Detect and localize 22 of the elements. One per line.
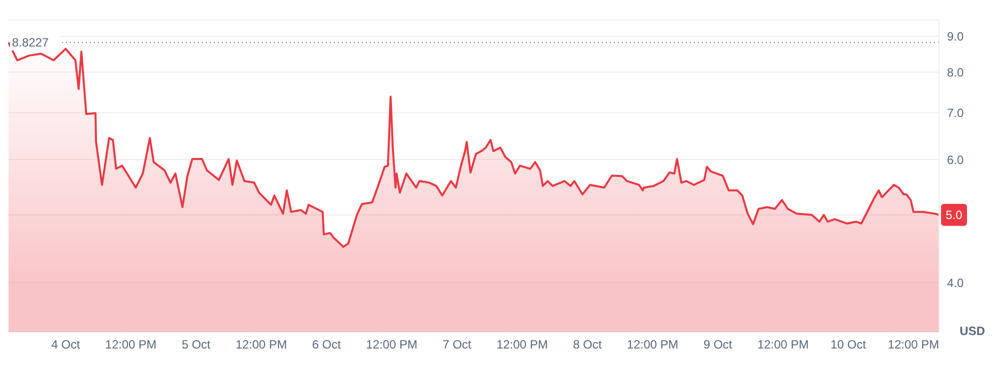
x-tick-label: 4 Oct <box>51 338 81 352</box>
x-tick-label: 12:00 PM <box>757 338 809 352</box>
x-tick-label: 12:00 PM <box>366 338 418 352</box>
x-tick-label: 12:00 PM <box>496 338 548 352</box>
x-tick-label: 8 Oct <box>573 338 602 352</box>
x-tick-label: 9 Oct <box>703 338 733 352</box>
ref-line-label: 8.8227 <box>12 35 50 50</box>
y-tick-label: 4.0 <box>947 276 964 290</box>
x-tick-label: 5 Oct <box>182 338 212 352</box>
x-tick-label: 10 Oct <box>830 338 867 352</box>
y-axis-title: USD <box>960 324 985 338</box>
y-tick-label: 7.0 <box>947 106 964 120</box>
y-tick-label: 8.0 <box>947 65 964 80</box>
y-tick-label: 9.0 <box>947 30 964 44</box>
y-tick-label: 6.0 <box>947 152 964 167</box>
x-tick-label: 12:00 PM <box>888 338 940 352</box>
annotation: 5.0 <box>946 208 963 222</box>
x-tick-label: 12:00 PM <box>626 338 678 352</box>
x-tick-label: 7 Oct <box>442 338 472 352</box>
x-tick-label: 12:00 PM <box>236 338 287 352</box>
x-tick-label: 6 Oct <box>312 338 342 352</box>
x-tick-label: 12:00 PM <box>105 338 157 352</box>
